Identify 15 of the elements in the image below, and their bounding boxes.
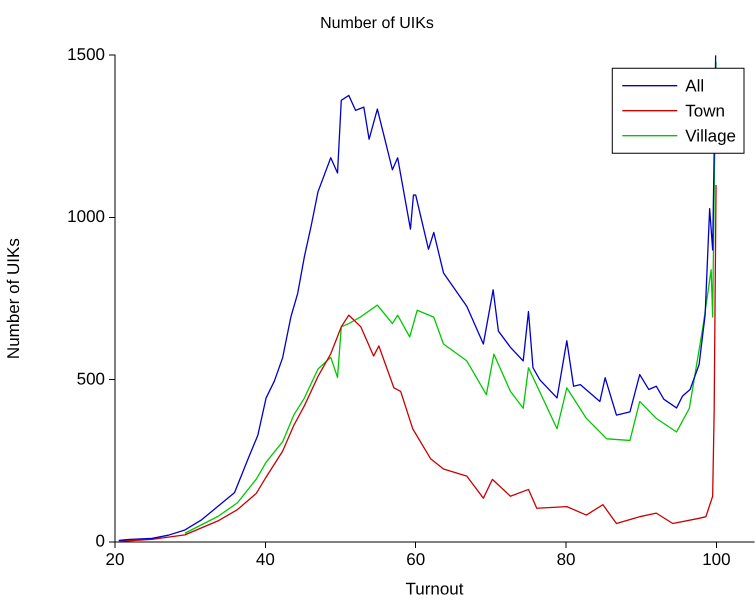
y-tick-label: 1500 [67, 44, 105, 64]
legend-label: All [685, 76, 704, 96]
x-tick-label: 20 [106, 550, 124, 569]
legend-label: Town [685, 101, 725, 120]
chart-title: Number of UIKs [320, 15, 434, 32]
y-axis-title: Number of UIKs [4, 238, 23, 360]
y-tick-label: 0 [96, 532, 105, 551]
x-axis-title: Turnout [406, 579, 464, 598]
x-tick-label: 60 [406, 550, 426, 569]
x-tick-label: 80 [556, 550, 576, 569]
y-tick-label: 1000 [67, 207, 105, 226]
y-tick-label: 500 [76, 369, 105, 388]
x-tick-label: 100 [702, 550, 731, 569]
legend-label: Village [685, 126, 736, 146]
x-tick-label: 40 [256, 550, 275, 569]
